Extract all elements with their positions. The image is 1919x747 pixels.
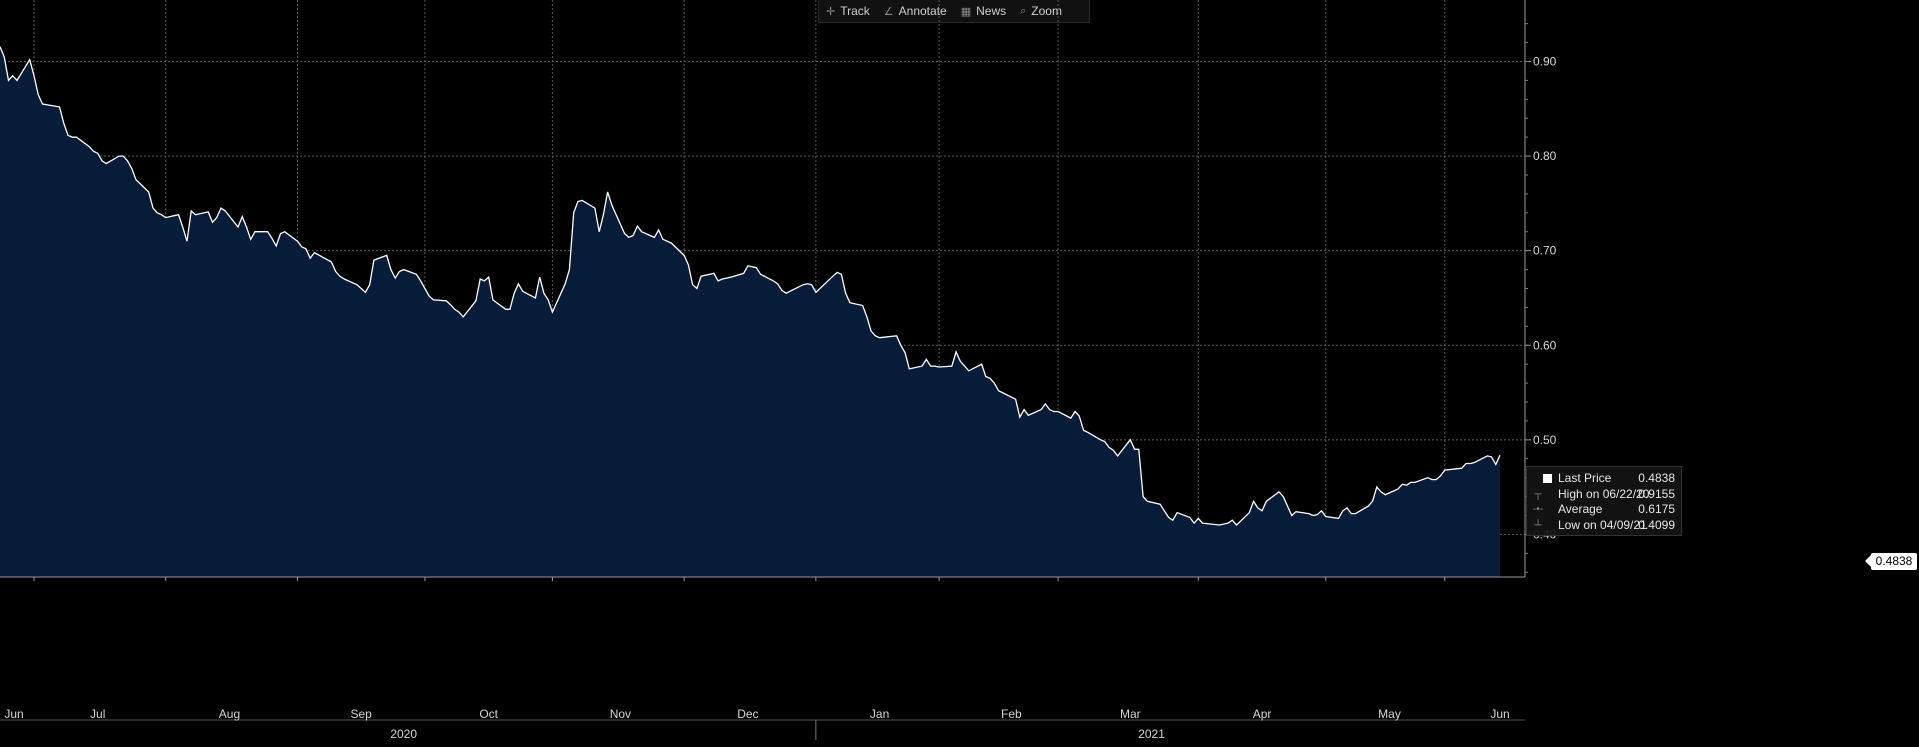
x-month-label: Apr [1253,707,1272,721]
y-tick-label: 0.60 [1533,338,1557,352]
x-month-label: Aug [219,707,240,721]
toolbar-label: Track [840,4,870,18]
x-year-label: 2021 [1138,727,1165,741]
price-line [0,46,1501,527]
y-tick-label: 0.90 [1533,54,1557,68]
x-month-label: Nov [610,707,631,721]
legend-swatch [1543,474,1552,483]
x-month-label: Sep [351,707,373,721]
legend-row: ┴ Low on 04/09/21 0.4099 [1527,518,1681,533]
legend-value: 0.4838 [1638,471,1675,485]
y-tick-label: 0.70 [1533,244,1557,258]
toolbar-track-button[interactable]: ✛ Track [819,0,877,22]
toolbar-annotate-button[interactable]: ∠ Annotate [877,0,954,22]
toolbar-news-button[interactable]: ▦ News [954,0,1013,22]
x-month-label: Jul [90,707,105,721]
legend-label: Average [1558,502,1603,516]
x-year-label: 2020 [390,727,417,741]
toolbar-label: Annotate [898,4,947,18]
last-price-tag: 0.4838 [1865,553,1917,570]
x-month-label: Mar [1120,707,1141,721]
x-month-label: Dec [737,707,758,721]
toolbar-label: News [976,4,1007,18]
news-icon: ▦ [960,5,972,18]
x-month-label: Jun [4,707,23,721]
legend-label: Low on 04/09/21 [1558,517,1647,532]
chart-legend: Last Price 0.4838 ┬ High on 06/22/20 0.9155-… [1526,466,1682,536]
y-tick-label: 0.80 [1533,149,1557,163]
y-tick-label: 0.50 [1533,433,1557,447]
legend-marker-icon: ┬ [1534,488,1542,500]
legend-row: ┬ High on 06/22/20 0.9155 [1527,487,1681,502]
x-axis-ticks: Jun Jul Aug Sep Oct Nov Dec Jan Feb Mar Apr May Jun 2… [4,577,1510,741]
legend-row: -•- Average 0.6175 [1527,502,1681,517]
legend-value: 0.9155 [1638,486,1675,501]
legend-marker-icon: -•- [1532,504,1544,515]
x-month-label: Oct [479,707,498,721]
legend-label: Last Price [1558,471,1612,485]
legend-value: 0.4099 [1638,517,1675,532]
toolbar-label: Zoom [1031,4,1062,18]
magnifier-icon: ⌕ [1020,4,1027,17]
toolbar-zoom-button[interactable]: ⌕ Zoom [1013,0,1069,22]
x-month-label: Feb [1001,707,1022,721]
legend-value: 0.6175 [1638,502,1675,516]
crosshair-icon: ✛ [826,5,836,18]
chart-toolbar: ✛ Track ∠ Annotate ▦ News ⌕ Zoom [818,0,1090,23]
pencil-icon: ∠ [883,5,894,18]
legend-row: Last Price 0.4838 [1527,471,1681,486]
x-month-label: Jun [1490,707,1509,721]
price-area-fill [0,46,1500,578]
x-month-label: May [1378,707,1401,721]
legend-marker-icon: ┴ [1534,519,1542,531]
x-month-label: Jan [870,707,889,721]
legend-label: High on 06/22/20 [1558,486,1650,501]
